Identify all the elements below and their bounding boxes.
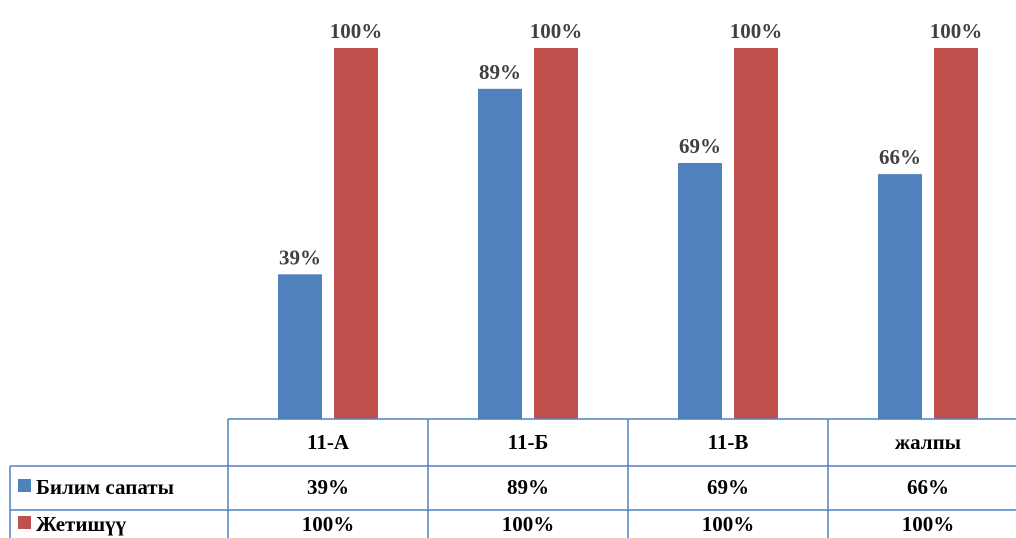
data-table-grid — [9, 418, 1016, 538]
legend-label-quality: Билим сапаты — [36, 475, 174, 499]
table-cell-quality-2: 69% — [707, 475, 749, 499]
legend-key-achievement — [18, 516, 31, 529]
legend-key-quality — [18, 479, 31, 492]
category-label-0: 11-А — [307, 430, 350, 454]
table-cell-quality-3: 66% — [907, 475, 949, 499]
category-label-2: 11-В — [708, 430, 749, 454]
data-label-quality-1: 89% — [479, 60, 521, 84]
bar-quality-0 — [278, 274, 322, 419]
data-label-quality-2: 69% — [679, 134, 721, 158]
data-label-achievement-2: 100% — [730, 19, 783, 43]
table-cell-achievement-2: 100% — [702, 512, 755, 536]
data-label-quality-0: 39% — [279, 245, 321, 269]
bar-quality-1 — [478, 88, 522, 419]
table-cell-achievement-3: 100% — [902, 512, 955, 536]
bar-achievement-1 — [534, 48, 578, 419]
legend-label-achievement: Жетишүү — [36, 512, 127, 536]
table-cell-quality-0: 39% — [307, 475, 349, 499]
bar-achievement-3 — [934, 48, 978, 419]
data-label-achievement-1: 100% — [530, 19, 583, 43]
bar-achievement-0 — [334, 48, 378, 419]
data-label-quality-3: 66% — [879, 145, 921, 169]
table-cell-quality-1: 89% — [507, 475, 549, 499]
category-label-3: жалпы — [895, 430, 961, 454]
data-labels-layer: 39% 100% 89% 100% 69% 100% 66% 100% — [279, 19, 982, 269]
bars-layer — [278, 48, 978, 419]
data-table-text: 11-А 11-Б 11-В жалпы Билим сапаты 39% 89% 69% 66… — [18, 430, 961, 536]
bar-quality-3 — [878, 174, 922, 419]
bar-quality-2 — [678, 163, 722, 419]
table-cell-achievement-1: 100% — [502, 512, 555, 536]
data-label-achievement-0: 100% — [330, 19, 383, 43]
category-label-1: 11-Б — [508, 430, 549, 454]
bar-achievement-2 — [734, 48, 778, 419]
data-label-achievement-3: 100% — [930, 19, 983, 43]
table-cell-achievement-0: 100% — [302, 512, 355, 536]
